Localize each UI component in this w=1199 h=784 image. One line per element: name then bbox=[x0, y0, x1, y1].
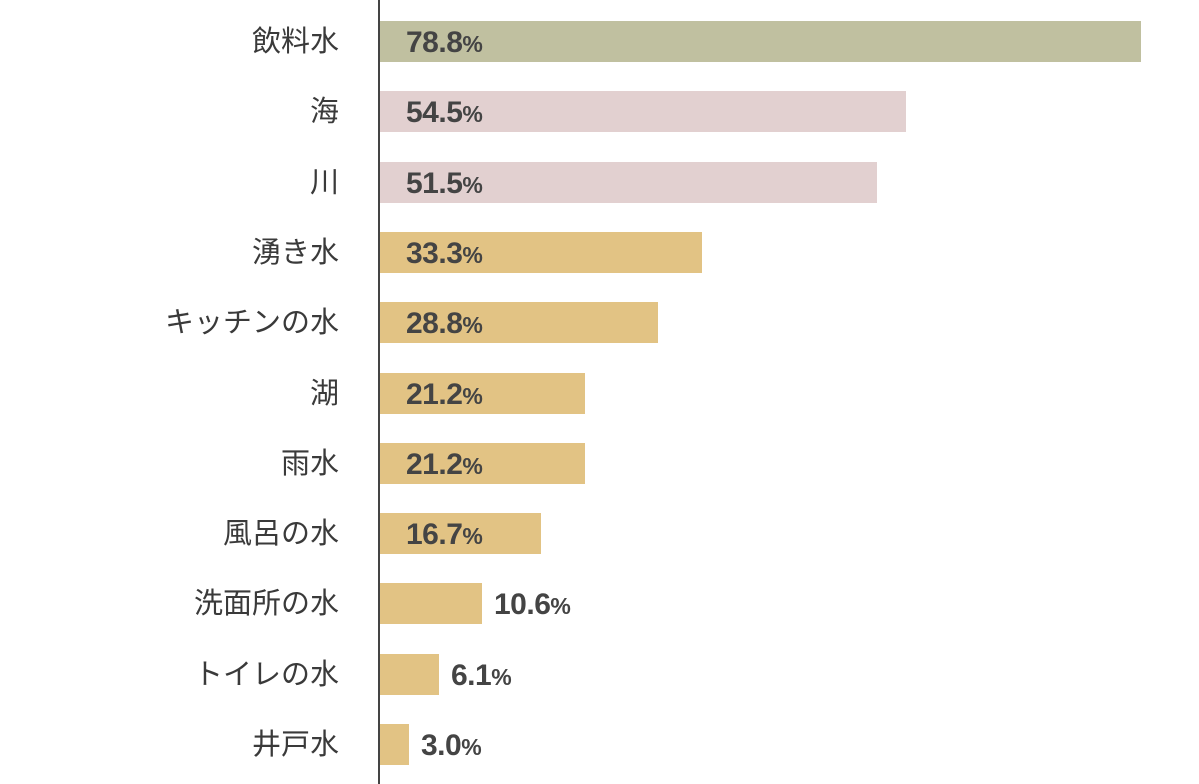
category-label: 雨水 bbox=[280, 446, 339, 480]
bar-row: 湧き水 33.3% bbox=[0, 232, 1199, 273]
category-label: 湧き水 bbox=[251, 235, 339, 269]
value-label: 21.2% bbox=[406, 443, 483, 484]
value-number: 21.2 bbox=[406, 448, 463, 481]
percent-sign: % bbox=[491, 664, 512, 690]
category-label: 川 bbox=[309, 165, 339, 199]
bar bbox=[380, 91, 906, 132]
value-number: 33.3 bbox=[406, 237, 463, 270]
value-label: 51.5% bbox=[406, 162, 483, 203]
y-axis-line bbox=[378, 0, 380, 784]
value-label: 10.6% bbox=[494, 583, 571, 624]
category-label: 湖 bbox=[309, 376, 339, 410]
value-label: 16.7% bbox=[406, 513, 483, 554]
percent-sign: % bbox=[462, 172, 483, 198]
value-number: 51.5 bbox=[406, 167, 463, 200]
category-label: 飲料水 bbox=[251, 24, 339, 58]
percent-sign: % bbox=[462, 383, 483, 409]
category-label: 洗面所の水 bbox=[193, 586, 339, 620]
bar-row: トイレの水 6.1% bbox=[0, 654, 1199, 695]
bar bbox=[380, 513, 541, 554]
bar-row: 川 51.5% bbox=[0, 162, 1199, 203]
value-number: 78.8 bbox=[406, 26, 463, 59]
bar bbox=[380, 302, 658, 343]
bar bbox=[380, 654, 439, 695]
value-number: 28.8 bbox=[406, 307, 463, 340]
percent-sign: % bbox=[462, 242, 483, 268]
value-label: 54.5% bbox=[406, 91, 483, 132]
bar-row: 風呂の水 16.7% bbox=[0, 513, 1199, 554]
value-label: 21.2% bbox=[406, 373, 483, 414]
percent-sign: % bbox=[461, 734, 482, 760]
bar-row: 湖 21.2% bbox=[0, 373, 1199, 414]
percent-sign: % bbox=[550, 593, 571, 619]
bar-row: キッチンの水 28.8% bbox=[0, 302, 1199, 343]
bar-row: 雨水 21.2% bbox=[0, 443, 1199, 484]
bar-row: 井戸水 3.0% bbox=[0, 724, 1199, 765]
value-label: 33.3% bbox=[406, 232, 483, 273]
bar bbox=[380, 162, 877, 203]
bar-row: 洗面所の水 10.6% bbox=[0, 583, 1199, 624]
category-label: トイレの水 bbox=[193, 657, 339, 691]
bar bbox=[380, 443, 585, 484]
bar bbox=[380, 232, 702, 273]
bar-row: 飲料水 78.8% bbox=[0, 21, 1199, 62]
value-number: 6.1 bbox=[451, 659, 492, 692]
value-number: 21.2 bbox=[406, 378, 463, 411]
value-label: 6.1% bbox=[451, 654, 512, 695]
percent-sign: % bbox=[462, 31, 483, 57]
category-label: キッチンの水 bbox=[164, 305, 339, 339]
value-number: 16.7 bbox=[406, 518, 463, 551]
value-label: 3.0% bbox=[421, 724, 482, 765]
percent-sign: % bbox=[462, 523, 483, 549]
bar bbox=[380, 724, 409, 765]
value-number: 54.5 bbox=[406, 96, 463, 129]
category-label: 井戸水 bbox=[251, 727, 339, 761]
value-label: 78.8% bbox=[406, 21, 483, 62]
value-label: 28.8% bbox=[406, 302, 483, 343]
value-number: 3.0 bbox=[421, 729, 462, 762]
bar-row: 海 54.5% bbox=[0, 91, 1199, 132]
percent-sign: % bbox=[462, 453, 483, 479]
bar bbox=[380, 21, 1141, 62]
bar bbox=[380, 373, 585, 414]
bar bbox=[380, 583, 482, 624]
percent-sign: % bbox=[462, 312, 483, 338]
category-label: 海 bbox=[309, 94, 339, 128]
category-label: 風呂の水 bbox=[222, 516, 339, 550]
value-number: 10.6 bbox=[494, 588, 551, 621]
percent-sign: % bbox=[462, 101, 483, 127]
